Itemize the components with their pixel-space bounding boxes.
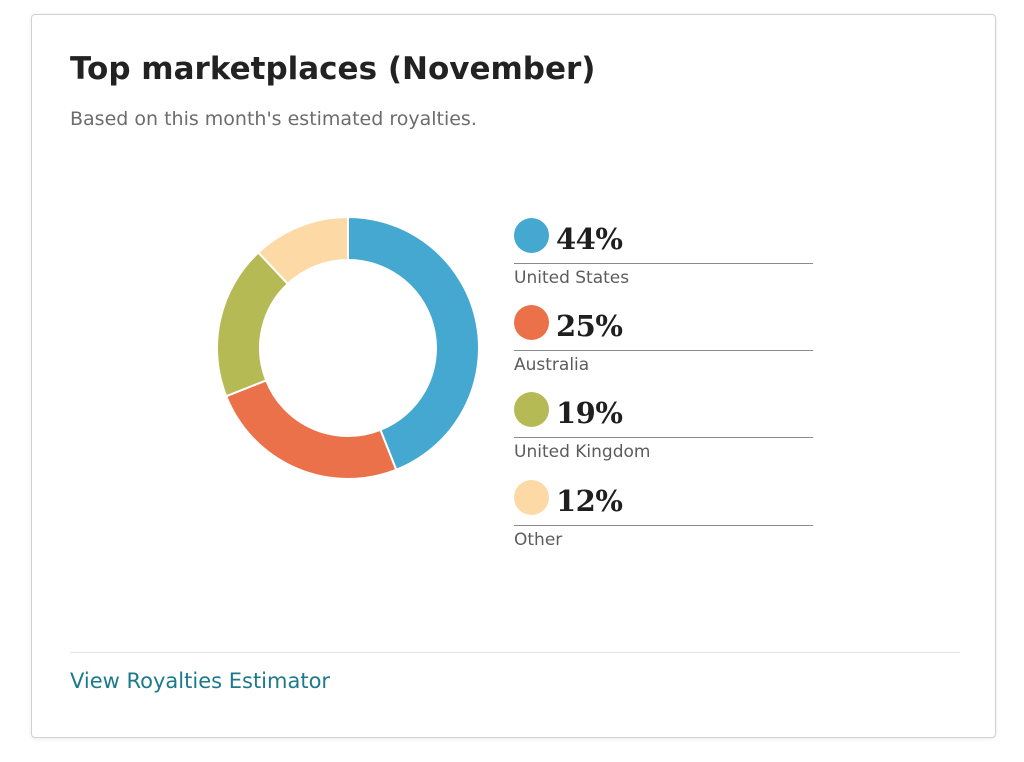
legend-dot-united-states [514, 218, 549, 253]
legend-item-other: 12% Other [514, 480, 813, 560]
donut-slice-united-kingdom [216, 251, 290, 398]
legend-divider [514, 263, 813, 264]
legend-item-united-kingdom: 19% United Kingdom [514, 392, 813, 472]
legend-dot-australia [514, 305, 549, 340]
legend-label: Other [514, 530, 563, 550]
donut-slice-other [256, 215, 349, 286]
donut-slice-united-states [347, 215, 480, 472]
legend-label: United States [514, 268, 630, 288]
footer-divider [70, 652, 960, 653]
legend-label: United Kingdom [514, 442, 651, 462]
top-marketplaces-card: Top marketplaces (November) Based on thi… [31, 14, 996, 738]
donut-slices [216, 215, 480, 480]
legend-percent: 25% [556, 309, 623, 343]
view-royalties-estimator-link[interactable]: View Royalties Estimator [70, 669, 331, 693]
donut-chart [216, 215, 480, 480]
legend-divider [514, 437, 813, 438]
card-subtitle: Based on this month's estimated royaltie… [70, 108, 477, 130]
legend-item-australia: 25% Australia [514, 305, 813, 385]
legend-item-united-states: 44% United States [514, 218, 813, 298]
legend-percent: 44% [556, 222, 623, 256]
legend-divider [514, 350, 813, 351]
donut-slice-australia [224, 379, 398, 480]
legend-dot-other [514, 480, 549, 515]
legend-percent: 19% [556, 396, 623, 430]
legend-dot-united-kingdom [514, 392, 549, 427]
legend-label: Australia [514, 355, 590, 375]
legend-divider [514, 525, 813, 526]
legend-percent: 12% [556, 484, 623, 518]
card-title: Top marketplaces (November) [70, 51, 596, 87]
